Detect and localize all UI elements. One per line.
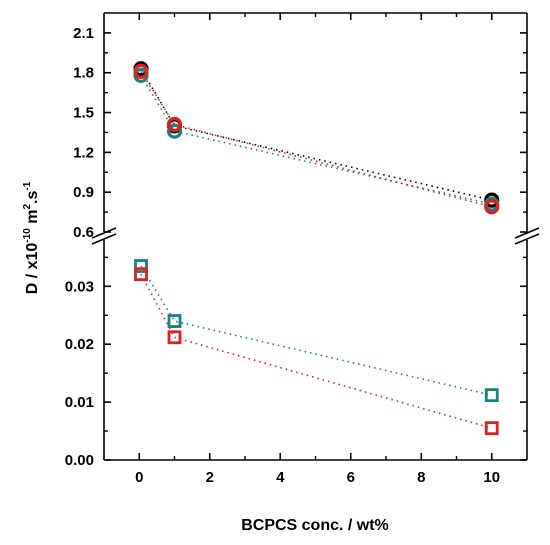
y-tick-label-lower: 0.00 <box>65 452 94 469</box>
axis-break-mark <box>91 233 117 245</box>
upper-panel: 0.6 0.9 1.2 1.5 1.8 2.1 <box>73 25 527 241</box>
x-tick-label: 4 <box>276 469 285 486</box>
data-point-square <box>134 267 148 282</box>
data-point-circle <box>484 199 500 215</box>
x-axis-title: BCPCS conc. / wt% <box>241 517 389 534</box>
x-tick-label: 8 <box>417 469 425 486</box>
series-line-upper <box>140 68 492 201</box>
lower-panel: 0.00 0.01 0.02 0.03 <box>65 256 527 469</box>
y-tick-label-lower: 0.02 <box>65 336 94 353</box>
y-tick-label-upper: 1.2 <box>73 144 94 161</box>
axis-break-mark <box>91 227 117 239</box>
axis-break-mark <box>514 227 540 239</box>
data-point-circle <box>166 116 183 133</box>
x-tick-label: 6 <box>347 469 355 486</box>
x-tick-label: 10 <box>483 469 500 486</box>
series-line-upper <box>140 74 492 205</box>
y-tick-label-upper: 0.6 <box>73 224 94 241</box>
axis-break-mark <box>514 233 540 245</box>
data-point-square <box>167 314 182 328</box>
data-point-square <box>484 388 499 403</box>
plot-frame <box>91 12 540 461</box>
data-point-circle <box>133 63 149 80</box>
data-point-square <box>167 330 182 345</box>
series-line-lower <box>140 273 493 429</box>
series-line-upper <box>140 70 493 208</box>
data-point-square <box>134 259 148 273</box>
y-tick-label-upper: 1.8 <box>73 65 94 82</box>
x-axis: 0 2 4 6 8 10 <box>103 13 500 486</box>
y-tick-label-upper: 1.5 <box>73 105 94 122</box>
x-tick-label: 2 <box>206 469 214 486</box>
y-tick-label-upper: 2.1 <box>73 25 94 42</box>
data-point-square <box>484 421 499 436</box>
y-tick-label-upper: 0.9 <box>73 184 94 201</box>
y-axis-title: D / x10-10 m2.s-1 <box>22 181 41 294</box>
y-tick-label-lower: 0.03 <box>65 278 94 295</box>
data-point-circle <box>166 123 183 139</box>
x-tick-label: 0 <box>135 469 143 486</box>
series-line-lower <box>140 265 492 396</box>
y-tick-label-lower: 0.01 <box>65 394 94 411</box>
